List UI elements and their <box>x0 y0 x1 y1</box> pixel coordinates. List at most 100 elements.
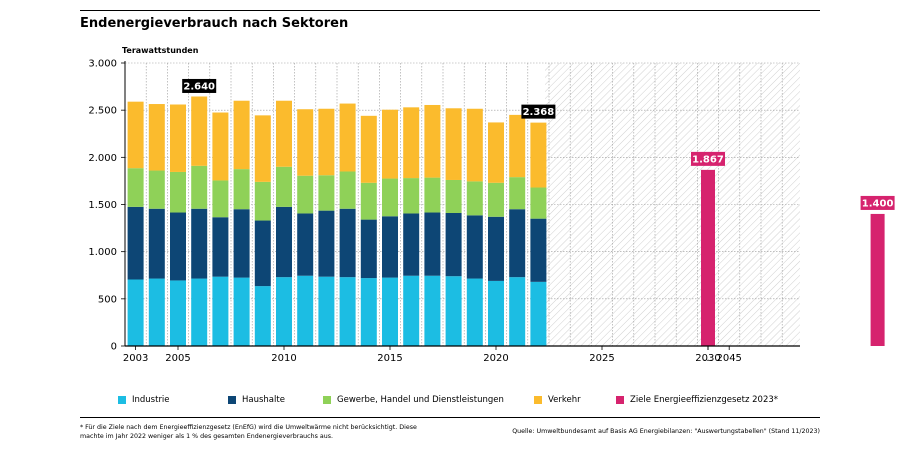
bar-haushalte-2016 <box>403 213 420 276</box>
legend-label: Haushalte <box>242 395 285 405</box>
legend-swatch <box>616 396 624 404</box>
x-tick-label-2015: 2015 <box>377 353 402 364</box>
bar-industrie-2008 <box>233 277 250 346</box>
legend-item: Verkehr <box>534 395 581 405</box>
bar-verkehr-2011 <box>297 109 314 176</box>
bar-verkehr-2015 <box>382 109 398 179</box>
legend-item: Haushalte <box>228 395 285 405</box>
x-tick-label-dotsdotsdots: ... <box>703 353 713 364</box>
bar-industrie-2016 <box>403 275 420 346</box>
target-label-2045: 1.400 <box>860 195 895 210</box>
bar-industrie-2005 <box>170 280 186 346</box>
bar-verkehr-2014 <box>360 115 377 183</box>
bar-industrie-2017 <box>424 275 441 346</box>
bar-gewerbe-2008 <box>233 169 250 210</box>
bar-gewerbe-2011 <box>297 175 314 214</box>
bar-gewerbe-2019 <box>466 181 483 216</box>
bar-haushalte-2011 <box>297 213 314 276</box>
bar-verkehr-2020 <box>488 122 504 183</box>
legend-swatch <box>228 396 236 404</box>
bar-haushalte-2012 <box>318 210 335 277</box>
bar-verkehr-2005 <box>170 104 186 172</box>
legend-item: Gewerbe, Handel und Dienstleistungen <box>323 395 504 405</box>
y-tick-label: 2.000 <box>88 153 117 164</box>
bar-haushalte-2006 <box>191 208 208 279</box>
target-bar-2030 <box>701 169 715 346</box>
bar-gewerbe-2012 <box>318 175 335 211</box>
bar-gewerbe-2013 <box>339 171 356 209</box>
bottom-rule <box>80 417 820 418</box>
bar-gewerbe-2021 <box>509 177 526 210</box>
target-label-2030: 1.867 <box>691 151 725 166</box>
bar-gewerbe-2006 <box>191 165 208 209</box>
bar-haushalte-2013 <box>339 208 356 278</box>
bar-haushalte-2003 <box>127 206 144 280</box>
bar-industrie-2003 <box>127 279 144 346</box>
bar-verkehr-2003 <box>127 101 144 169</box>
bar-verkehr-2016 <box>403 107 420 179</box>
bar-gewerbe-2016 <box>403 178 420 214</box>
bar-industrie-2006 <box>191 278 208 346</box>
source-note: Quelle: Umweltbundesamt auf Basis AG Ene… <box>512 428 820 435</box>
legend-label: Gewerbe, Handel und Dienstleistungen <box>337 395 504 405</box>
bar-verkehr-2018 <box>445 108 462 180</box>
legend: Industrie Haushalte Gewerbe, Handel und Di… <box>118 393 818 409</box>
target-label-2030-box <box>691 151 725 166</box>
top-rule <box>80 10 820 11</box>
bar-haushalte-2017 <box>424 212 441 276</box>
y-tick-label: 500 <box>98 294 117 305</box>
bar-gewerbe-2018 <box>445 179 462 213</box>
bar-industrie-2010 <box>276 277 292 346</box>
bar-verkehr-2013 <box>339 103 356 172</box>
bar-haushalte-2009 <box>254 220 271 287</box>
x-tick-label-2045: 2045 <box>716 353 741 364</box>
bar-industrie-2007 <box>212 276 229 346</box>
bar-industrie-2013 <box>339 277 356 346</box>
bar-gewerbe-2017 <box>424 177 441 213</box>
total-label-2006-text: 2.640 <box>183 81 215 92</box>
legend-item: Ziele Energieeffizienzgesetz 2023* <box>616 395 778 405</box>
total-label-2022-box <box>521 104 556 119</box>
bar-gewerbe-2004 <box>148 170 165 209</box>
bar-gewerbe-2005 <box>170 171 186 213</box>
bar-haushalte-2014 <box>360 219 377 279</box>
x-tick-label-2003: 2003 <box>123 353 148 364</box>
bar-industrie-2019 <box>466 278 483 346</box>
bar-haushalte-2004 <box>148 208 165 279</box>
bar-gewerbe-2009 <box>254 181 271 221</box>
bar-verkehr-2007 <box>212 112 229 181</box>
bar-industrie-2021 <box>509 277 526 346</box>
total-label-2006: 2.640 <box>182 78 217 93</box>
bar-verkehr-2022 <box>530 122 547 188</box>
bar-gewerbe-2010 <box>276 166 292 207</box>
target-bar-2045 <box>870 213 885 346</box>
bar-verkehr-2017 <box>424 104 441 178</box>
bar-industrie-2011 <box>297 275 314 346</box>
bar-haushalte-2010 <box>276 206 292 278</box>
legend-label: Ziele Energieeffizienzgesetz 2023* <box>630 395 779 405</box>
legend-item: Industrie <box>118 395 170 405</box>
bar-verkehr-2021 <box>509 114 526 178</box>
bar-gewerbe-2015 <box>382 178 398 217</box>
bar-gewerbe-2003 <box>127 168 144 207</box>
bar-industrie-2020 <box>488 280 504 346</box>
y-axis-title: Terawattstunden <box>122 46 199 55</box>
bar-gewerbe-2020 <box>488 182 504 217</box>
bar-haushalte-2019 <box>466 215 483 279</box>
target-label-2045-text: 1.400 <box>862 198 894 209</box>
bar-industrie-2014 <box>360 278 377 346</box>
legend-swatch <box>323 396 331 404</box>
y-tick-label: 1.500 <box>88 200 117 211</box>
x-tick-label-2005: 2005 <box>165 353 190 364</box>
bar-haushalte-2008 <box>233 209 250 278</box>
bar-gewerbe-2022 <box>530 187 547 219</box>
total-label-2022-text: 2.368 <box>523 107 555 118</box>
total-label-2006-box <box>182 78 217 93</box>
bar-verkehr-2019 <box>466 108 483 182</box>
bar-industrie-2015 <box>382 277 398 346</box>
x-tick-label-2025: 2025 <box>589 353 614 364</box>
legend-swatch <box>118 396 126 404</box>
bar-verkehr-2006 <box>191 96 208 166</box>
bar-industrie-2022 <box>530 281 547 346</box>
y-tick-label: 1.000 <box>88 247 117 258</box>
